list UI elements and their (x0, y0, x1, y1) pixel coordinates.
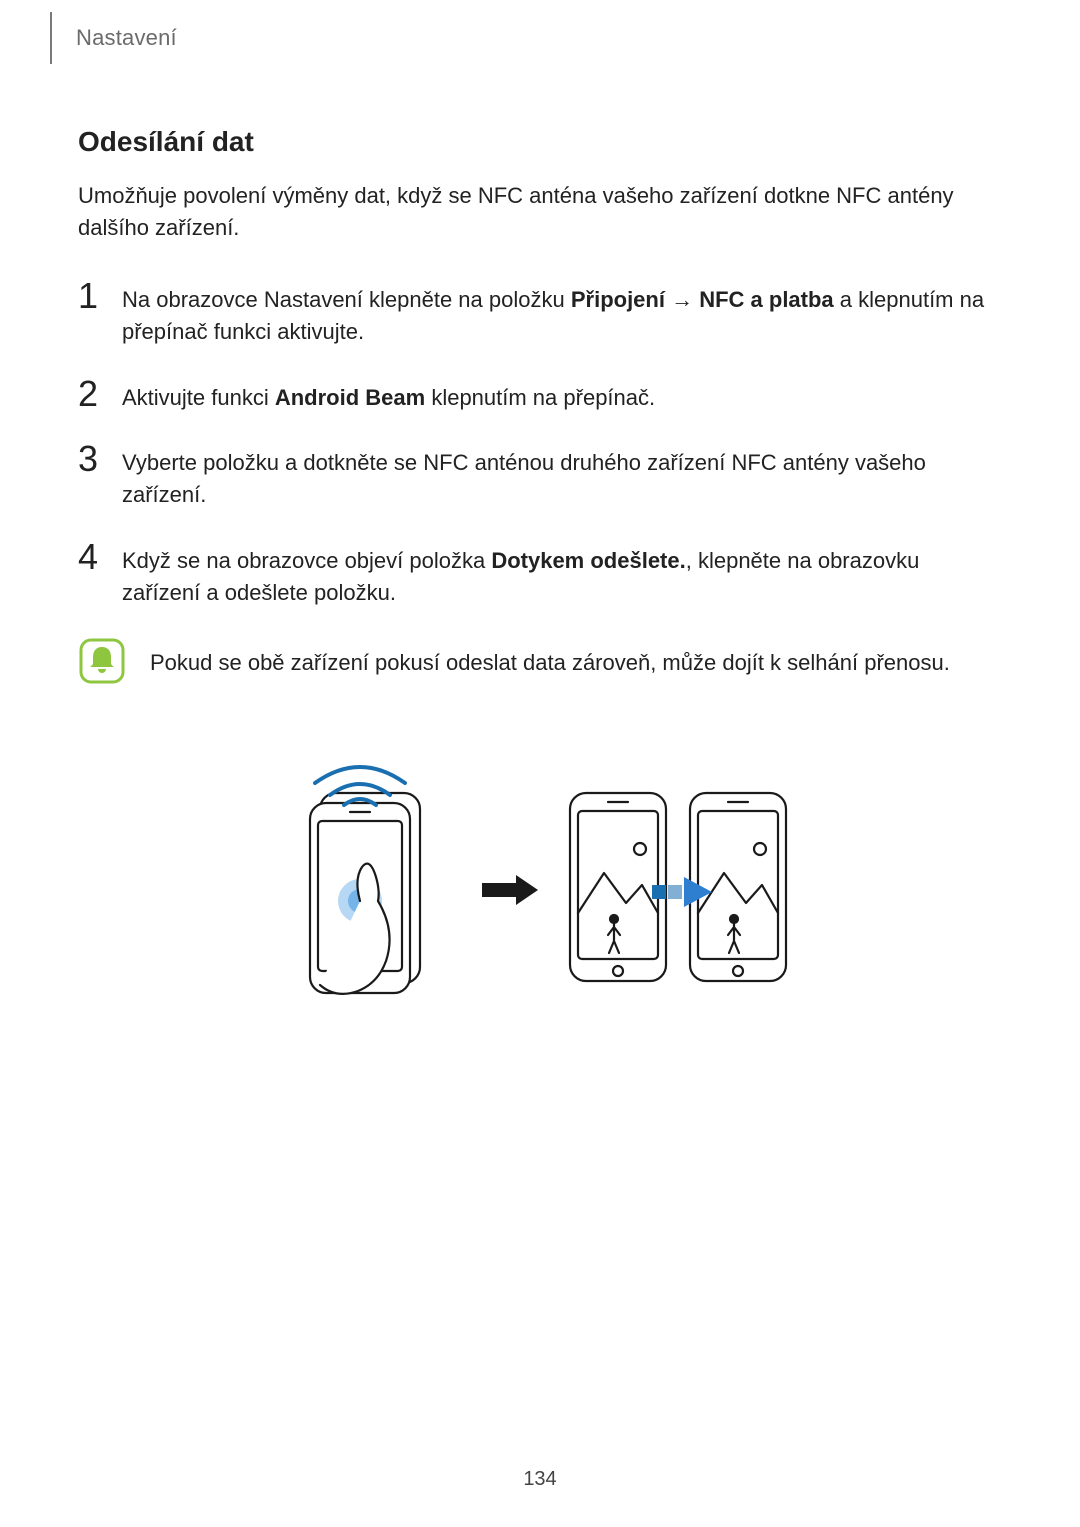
header-rule (50, 12, 52, 64)
step-body: Když se na obrazovce objeví položka Doty… (122, 539, 1002, 609)
step-item: 1 Na obrazovce Nastavení klepněte na pol… (78, 278, 1002, 348)
step-list: 1 Na obrazovce Nastavení klepněte na pol… (78, 278, 1002, 609)
note-row: Pokud se obě zařízení pokusí odeslat dat… (78, 637, 1002, 685)
step-number: 4 (78, 539, 122, 575)
step-item: 2 Aktivujte funkci Android Beam klepnutí… (78, 376, 1002, 414)
step-body: Vyberte položku a dotkněte se NFC anténo… (122, 441, 1002, 511)
section-intro: Umožňuje povolení výměny dat, když se NF… (78, 180, 1002, 244)
step-item: 3 Vyberte položku a dotkněte se NFC anté… (78, 441, 1002, 511)
note-text: Pokud se obě zařízení pokusí odeslat dat… (150, 637, 1002, 679)
manual-page: Nastavení Odesílání dat Umožňuje povolen… (0, 0, 1080, 1527)
step-body: Na obrazovce Nastavení klepněte na polož… (122, 278, 1002, 348)
step-body: Aktivujte funkci Android Beam klepnutím … (122, 376, 1002, 414)
section-title: Odesílání dat (78, 126, 1002, 158)
step-item: 4 Když se na obrazovce objeví položka Do… (78, 539, 1002, 609)
header-tab: Nastavení (50, 10, 177, 66)
nfc-illustration (78, 733, 1002, 1013)
step-number: 1 (78, 278, 122, 314)
step-number: 2 (78, 376, 122, 412)
header-tab-label: Nastavení (76, 25, 177, 51)
step-number: 3 (78, 441, 122, 477)
page-number: 134 (0, 1468, 1080, 1491)
note-bell-icon (78, 637, 126, 685)
